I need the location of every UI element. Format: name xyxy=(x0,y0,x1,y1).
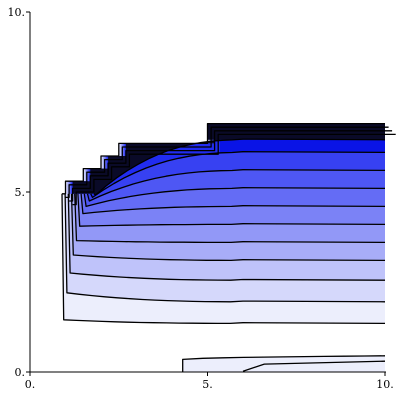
y-tick-label-5: 5. xyxy=(15,186,26,199)
contour-line-2 xyxy=(64,193,386,303)
contour-line-9 xyxy=(86,169,386,202)
contour-top-band-2 xyxy=(219,139,385,153)
y-tick-label-10: 10. xyxy=(8,6,26,19)
bottom-inner-contour-line xyxy=(242,360,386,372)
x-tick-label-10: 10. xyxy=(376,378,394,391)
contour-line-4 xyxy=(70,193,386,262)
axis-ticks: 0. 5. 10. 0. 5. 10. xyxy=(8,6,394,391)
contour-line-7 xyxy=(80,193,386,215)
contour-line-staircase-1 xyxy=(65,126,389,199)
contour-line-6 xyxy=(77,193,386,227)
contour-lines xyxy=(61,122,396,372)
contour-line-8 xyxy=(83,187,386,208)
x-tick-label-0: 0. xyxy=(25,378,36,391)
contour-line-5 xyxy=(74,193,386,244)
bottom-contour-line xyxy=(182,355,386,372)
contour-line-staircase xyxy=(62,122,385,195)
contour-line-1 xyxy=(61,193,386,325)
contour-line-staircase-2 xyxy=(69,130,393,202)
contour-regions xyxy=(62,123,386,372)
contour-line-10 xyxy=(90,151,386,199)
x-tick-label-5: 5. xyxy=(202,378,213,391)
y-tick-label-0: 0. xyxy=(15,366,26,379)
contour-line-3 xyxy=(67,193,386,281)
contour-line-staircase-3 xyxy=(72,133,396,206)
contour-top-band-1 xyxy=(207,123,385,140)
